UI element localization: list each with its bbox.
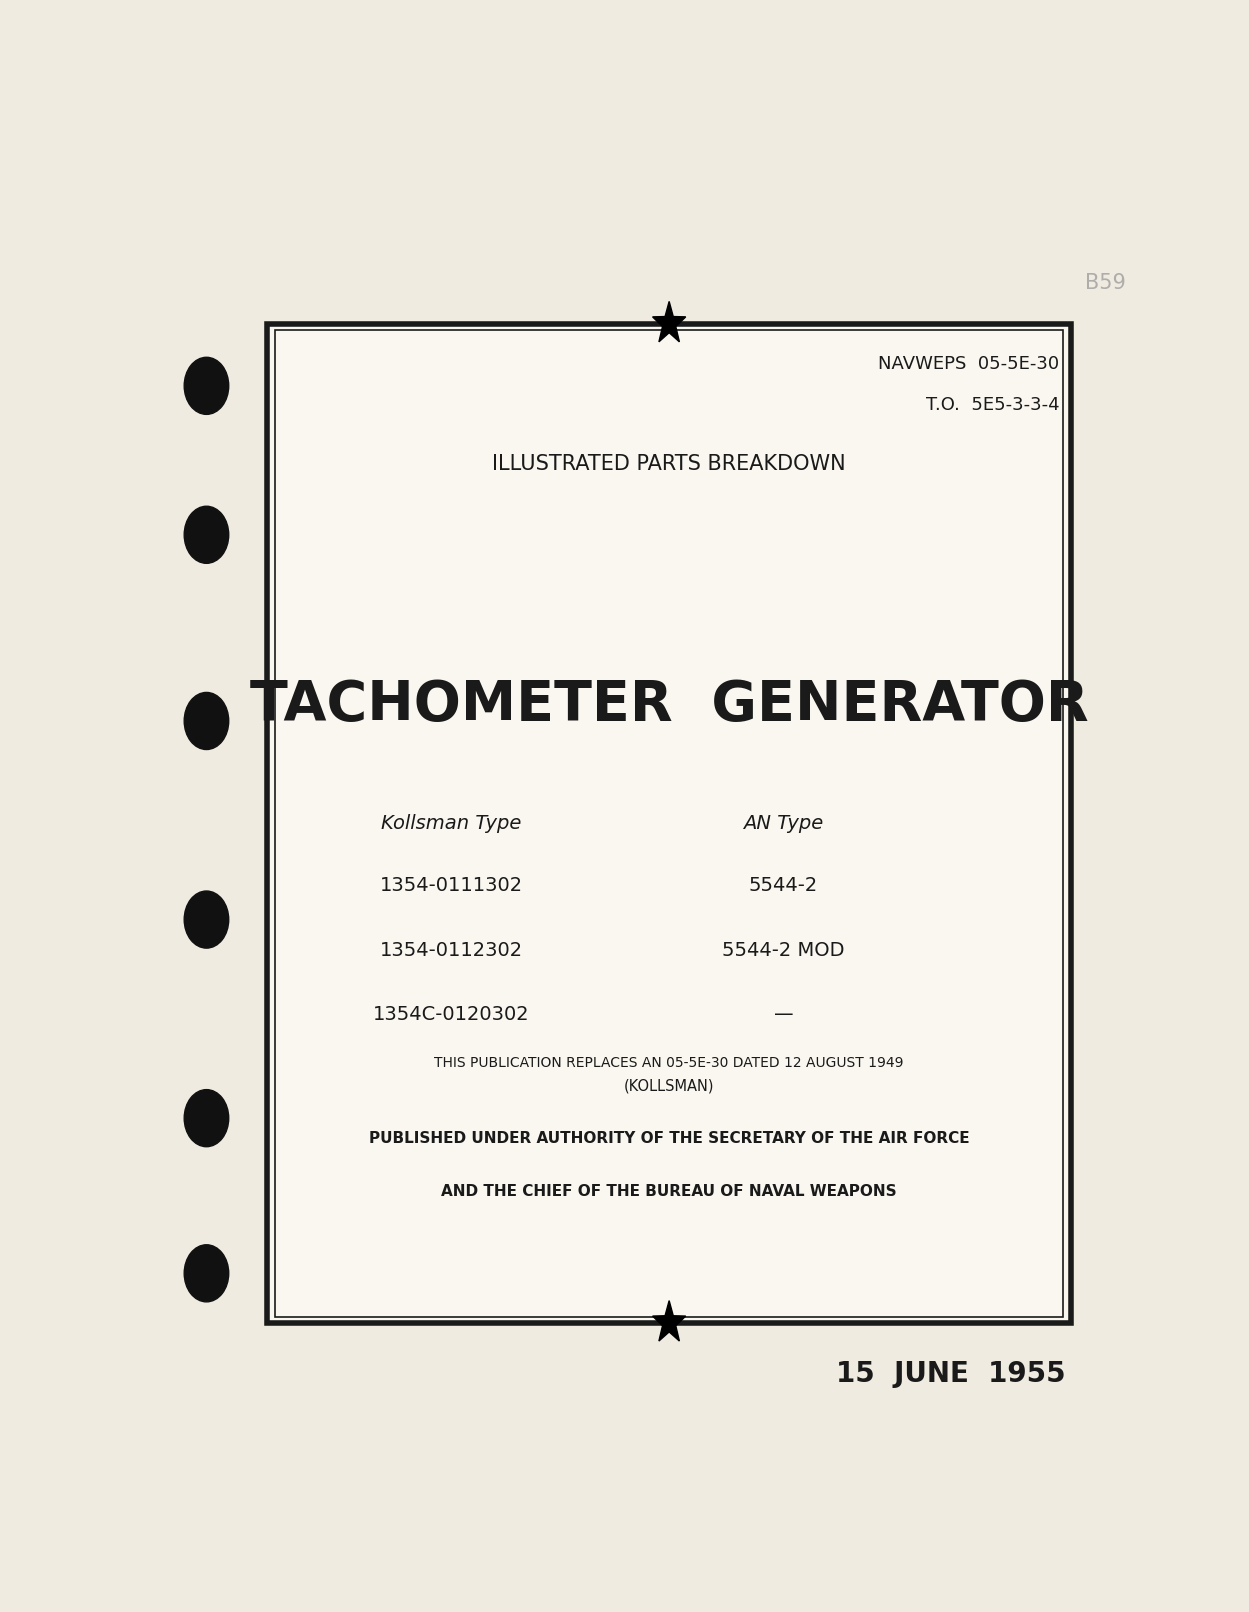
Text: 1354-0112302: 1354-0112302 xyxy=(380,941,523,959)
Text: —: — xyxy=(773,1006,793,1024)
Polygon shape xyxy=(652,1301,686,1341)
Bar xyxy=(267,324,1070,1323)
Text: PUBLISHED UNDER AUTHORITY OF THE SECRETARY OF THE AIR FORCE: PUBLISHED UNDER AUTHORITY OF THE SECRETA… xyxy=(368,1130,969,1146)
Text: ILLUSTRATED PARTS BREAKDOWN: ILLUSTRATED PARTS BREAKDOWN xyxy=(492,455,846,474)
Circle shape xyxy=(184,1090,229,1146)
Text: NAVWEPS  05-5E-30: NAVWEPS 05-5E-30 xyxy=(878,355,1059,372)
Text: T.O.  5E5-3-3-4: T.O. 5E5-3-3-4 xyxy=(926,397,1059,414)
Polygon shape xyxy=(652,301,686,342)
Circle shape xyxy=(184,1244,229,1302)
Text: 5544-2: 5544-2 xyxy=(748,877,818,895)
Text: AND THE CHIEF OF THE BUREAU OF NAVAL WEAPONS: AND THE CHIEF OF THE BUREAU OF NAVAL WEA… xyxy=(441,1183,897,1199)
Text: 5544-2 MOD: 5544-2 MOD xyxy=(722,941,844,959)
Bar xyxy=(275,330,1063,1317)
Text: 1354-0111302: 1354-0111302 xyxy=(380,877,523,895)
Text: 15  JUNE  1955: 15 JUNE 1955 xyxy=(837,1361,1067,1388)
Circle shape xyxy=(184,358,229,414)
Text: THIS PUBLICATION REPLACES AN 05-5E-30 DATED 12 AUGUST 1949: THIS PUBLICATION REPLACES AN 05-5E-30 DA… xyxy=(435,1056,904,1070)
Text: AN Type: AN Type xyxy=(743,814,823,833)
Circle shape xyxy=(184,506,229,563)
Circle shape xyxy=(184,693,229,750)
Text: Kollsman Type: Kollsman Type xyxy=(381,814,522,833)
Text: (KOLLSMAN): (KOLLSMAN) xyxy=(624,1078,714,1093)
Text: 1354C-0120302: 1354C-0120302 xyxy=(373,1006,530,1024)
Bar xyxy=(267,324,1070,1323)
Circle shape xyxy=(184,891,229,948)
Text: B59: B59 xyxy=(1085,272,1127,293)
Text: TACHOMETER  GENERATOR: TACHOMETER GENERATOR xyxy=(250,677,1088,732)
